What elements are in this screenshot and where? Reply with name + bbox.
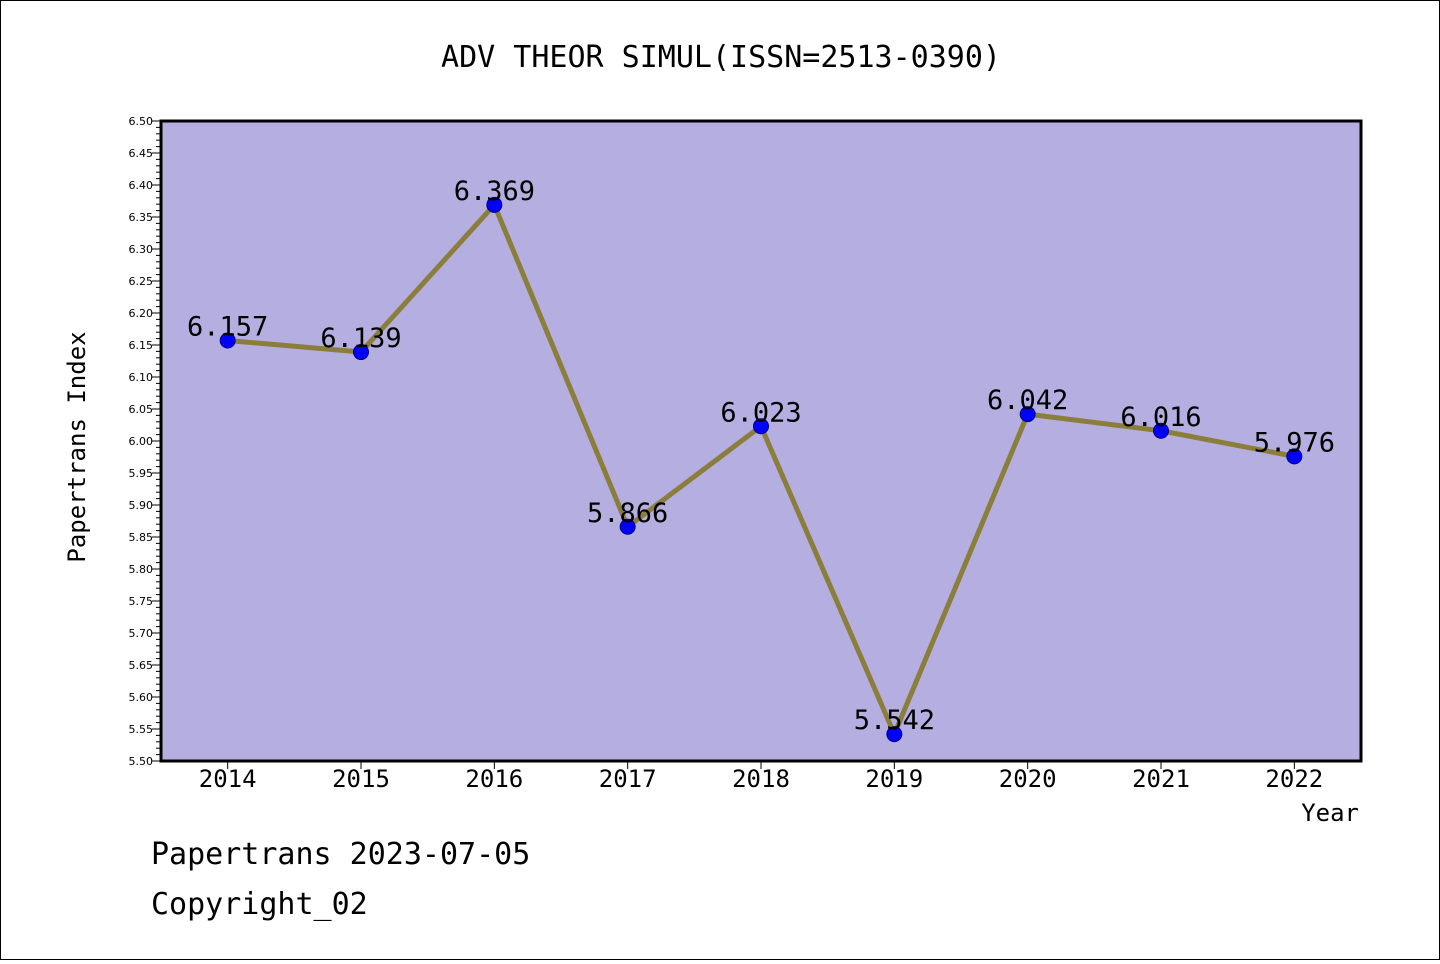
data-label-group: 6.157 6.139 6.369 5.866 6.023 5.542 6.042 6.016… xyxy=(187,176,1335,736)
x-tick-label: 2014 xyxy=(199,765,257,793)
data-point xyxy=(1019,406,1036,423)
series-marker-group xyxy=(219,196,1303,743)
y-tick-label: 6.00 xyxy=(129,435,154,448)
data-label: 5.542 xyxy=(854,705,935,736)
y-axis-title: Papertrans Index xyxy=(63,331,91,562)
data-point xyxy=(619,518,636,535)
data-label: 5.976 xyxy=(1254,427,1335,458)
y-tick-label: 5.70 xyxy=(129,627,154,640)
data-label: 6.016 xyxy=(1120,402,1201,433)
x-tick-label: 2019 xyxy=(865,765,923,793)
y-tick-label: 6.25 xyxy=(129,275,154,288)
plot-area xyxy=(159,119,1363,763)
x-tick-label: 2017 xyxy=(599,765,657,793)
y-tick-label: 6.45 xyxy=(129,147,154,160)
footer-date: Papertrans 2023-07-05 xyxy=(151,837,530,872)
y-tick-label: 6.30 xyxy=(129,243,154,256)
data-point xyxy=(753,418,769,435)
footer-copyright: Copyright_02 xyxy=(151,887,368,922)
x-axis-title: Year xyxy=(1301,799,1359,827)
y-tick-label: 5.65 xyxy=(129,659,154,672)
y-tick-label: 5.80 xyxy=(129,563,154,576)
data-point xyxy=(1286,448,1303,465)
data-point xyxy=(886,726,903,743)
y-tick-label: 5.90 xyxy=(129,499,154,512)
x-tick-label: 2020 xyxy=(999,765,1057,793)
data-point xyxy=(353,344,369,361)
data-point xyxy=(486,196,503,213)
y-tick-label: 5.95 xyxy=(129,467,154,480)
y-tick-label: 6.10 xyxy=(129,371,154,384)
y-tick-label: 6.50 xyxy=(129,115,154,128)
data-label: 6.157 xyxy=(187,312,268,343)
x-axis: 2014 2015 2016 2017 2018 2019 2020 2021 2022 xyxy=(199,760,1323,793)
data-label: 6.139 xyxy=(320,323,401,354)
x-tick-label: 2022 xyxy=(1265,765,1323,793)
data-point xyxy=(219,332,236,349)
y-tick-label: 5.60 xyxy=(129,691,154,704)
y-tick-label: 6.35 xyxy=(129,211,154,224)
y-axis: 5.50 5.55 5.60 5.65 5.70 5.75 5.80 5.85 5.90 5.95… xyxy=(129,115,161,768)
y-tick-label: 6.05 xyxy=(129,403,154,416)
y-tick-label: 5.85 xyxy=(129,531,154,544)
data-label: 6.042 xyxy=(987,385,1068,416)
x-tick-label: 2016 xyxy=(465,765,523,793)
data-label: 6.369 xyxy=(454,176,535,207)
y-tick-label: 5.50 xyxy=(129,755,154,768)
y-tick-label: 5.75 xyxy=(129,595,154,608)
data-label: 6.023 xyxy=(720,397,801,428)
x-tick-label: 2021 xyxy=(1132,765,1190,793)
x-tick-label: 2018 xyxy=(732,765,790,793)
y-tick-label: 6.20 xyxy=(129,307,154,320)
y-tick-label: 5.55 xyxy=(129,723,154,736)
y-tick-label: 6.40 xyxy=(129,179,154,192)
data-label: 5.866 xyxy=(587,498,668,529)
x-tick-label: 2015 xyxy=(332,765,390,793)
chart-title: ADV THEOR SIMUL(ISSN=2513-0390) xyxy=(441,40,1001,75)
y-tick-label: 6.15 xyxy=(129,339,154,352)
data-point xyxy=(1153,422,1169,439)
